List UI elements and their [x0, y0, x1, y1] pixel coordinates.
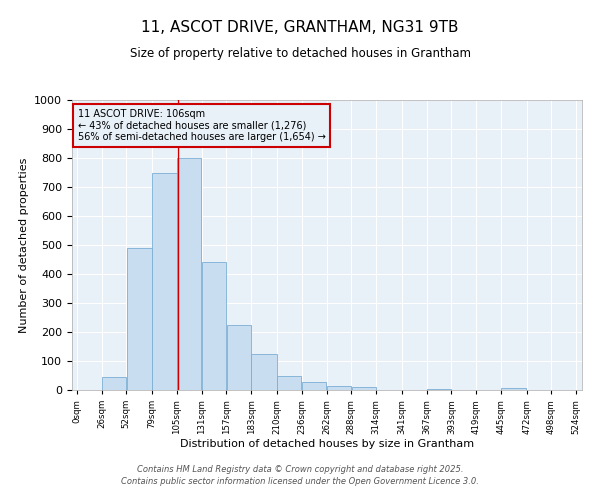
Text: Contains public sector information licensed under the Open Government Licence 3.: Contains public sector information licen… — [121, 476, 479, 486]
Text: 11 ASCOT DRIVE: 106sqm
← 43% of detached houses are smaller (1,276)
56% of semi-: 11 ASCOT DRIVE: 106sqm ← 43% of detached… — [78, 108, 326, 142]
Y-axis label: Number of detached properties: Number of detached properties — [19, 158, 29, 332]
Text: 11, ASCOT DRIVE, GRANTHAM, NG31 9TB: 11, ASCOT DRIVE, GRANTHAM, NG31 9TB — [141, 20, 459, 35]
Bar — [277, 376, 301, 390]
Bar — [202, 262, 226, 390]
Bar — [127, 248, 152, 390]
Text: Contains HM Land Registry data © Crown copyright and database right 2025.: Contains HM Land Registry data © Crown c… — [137, 466, 463, 474]
Bar — [227, 325, 251, 390]
X-axis label: Distribution of detached houses by size in Grantham: Distribution of detached houses by size … — [180, 440, 474, 450]
Bar — [177, 158, 202, 390]
Bar — [251, 354, 277, 390]
Bar — [427, 388, 451, 390]
Bar — [152, 172, 176, 390]
Bar — [302, 382, 326, 390]
Bar — [102, 377, 126, 390]
Bar — [352, 387, 376, 390]
Bar — [327, 386, 351, 390]
Text: Size of property relative to detached houses in Grantham: Size of property relative to detached ho… — [130, 48, 470, 60]
Bar — [501, 388, 526, 390]
